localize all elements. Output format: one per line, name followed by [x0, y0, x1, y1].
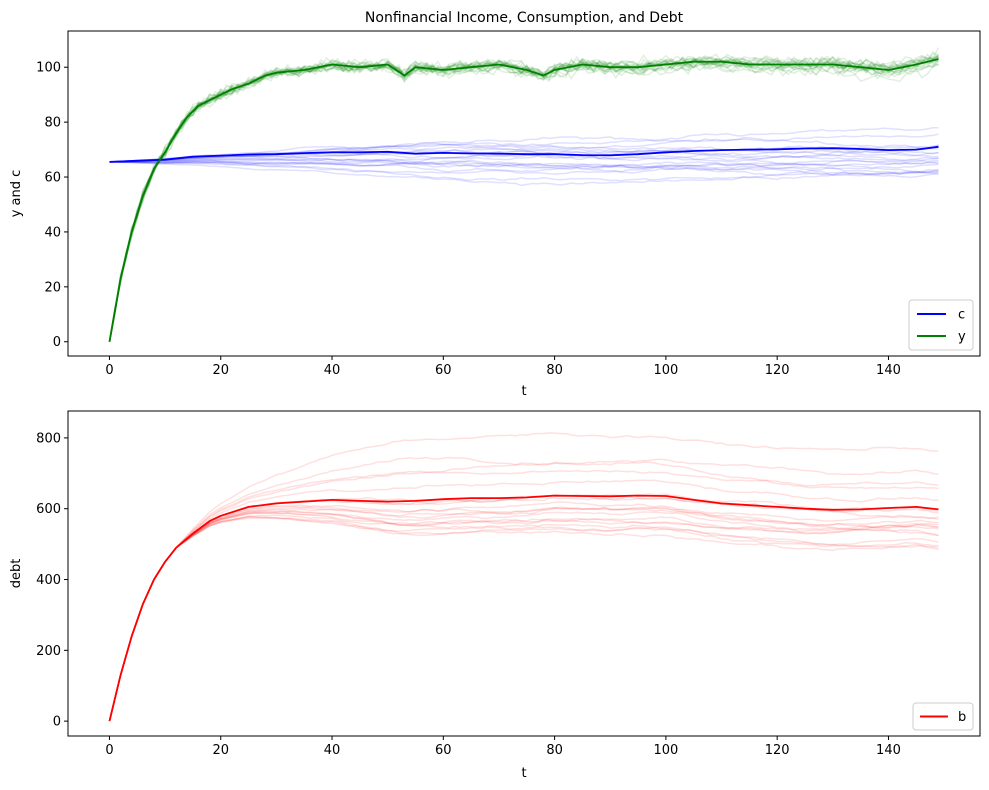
simulation-path-c — [109, 149, 939, 163]
simulation-path-c — [109, 133, 939, 163]
simulation-path-b — [108, 512, 939, 722]
simulation-path-b — [108, 510, 939, 722]
simulation-path-c — [109, 159, 939, 169]
y-tick-label: 200 — [36, 644, 61, 659]
simulation-path-b — [108, 514, 939, 722]
simulation-path-b — [108, 479, 939, 722]
simulation-path-c — [109, 161, 939, 182]
simulation-path-b — [108, 432, 939, 722]
simulation-path-c — [109, 157, 939, 169]
x-tick-label: 120 — [765, 363, 790, 378]
simulation-path-b — [108, 515, 939, 722]
x-tick-label: 40 — [324, 743, 341, 758]
x-tick-label: 60 — [435, 743, 452, 758]
legend-label-y: y — [958, 330, 966, 345]
y-tick-label: 0 — [53, 335, 61, 350]
simulation-path-y — [108, 54, 939, 342]
simulation-path-c — [109, 154, 939, 163]
x-tick-label: 80 — [546, 363, 563, 378]
simulation-path-y — [108, 58, 939, 342]
y-tick-label: 400 — [36, 573, 61, 588]
simulation-path-b — [108, 504, 939, 722]
simulation-path-b — [108, 506, 939, 722]
simulation-path-c — [109, 155, 939, 175]
simulation-path-y — [108, 55, 939, 342]
simulation-path-b — [108, 512, 939, 722]
simulation-path-y — [108, 52, 939, 342]
simulation-path-c — [109, 160, 939, 176]
top-chart: Nonfinancial Income, Consumption, and De… — [9, 10, 981, 399]
y-tick-label: 600 — [36, 502, 61, 517]
bottom-chart-x-axis-label: t — [521, 766, 526, 781]
y-tick-label: 100 — [36, 61, 61, 76]
x-tick-label: 40 — [324, 363, 341, 378]
series-line-y — [108, 58, 939, 342]
y-tick-label: 60 — [44, 171, 61, 186]
x-tick-label: 100 — [653, 363, 678, 378]
top-chart-legend: c y — [908, 299, 974, 351]
x-tick-label: 100 — [653, 743, 678, 758]
simulation-path-b — [108, 517, 939, 722]
top-chart-y-axis-label: y and c — [9, 170, 24, 218]
simulation-path-b — [108, 458, 939, 722]
x-tick-label: 60 — [435, 363, 452, 378]
top-chart-plot-area — [67, 30, 981, 357]
simulation-path-b — [108, 501, 939, 722]
simulation-path-y — [108, 55, 939, 342]
series-line-b — [108, 494, 939, 722]
legend-label-b: b — [958, 710, 966, 725]
y-tick-label: 800 — [36, 431, 61, 446]
y-tick-label: 80 — [44, 116, 61, 131]
bottom-chart-y-axis-label: debt — [9, 559, 24, 589]
simulation-path-c — [109, 145, 939, 163]
bottom-chart-legend: b — [912, 702, 974, 731]
x-tick-label: 140 — [876, 743, 901, 758]
y-tick-label: 40 — [44, 225, 61, 240]
x-tick-label: 20 — [212, 363, 229, 378]
simulation-path-c — [109, 161, 939, 187]
bottom-chart-plot-area — [67, 410, 981, 737]
simulation-path-b — [108, 456, 939, 722]
x-tick-label: 0 — [105, 743, 113, 758]
x-tick-label: 20 — [212, 743, 229, 758]
simulation-path-b — [108, 469, 939, 722]
simulation-path-y — [108, 59, 939, 342]
simulation-path-c — [109, 143, 939, 163]
x-tick-label: 0 — [105, 363, 113, 378]
simulation-path-b — [108, 515, 939, 722]
top-chart-title: Nonfinancial Income, Consumption, and De… — [365, 10, 684, 26]
simulation-path-c — [109, 152, 939, 163]
top-chart-x-axis-label: t — [521, 384, 526, 399]
simulation-path-c — [109, 161, 939, 176]
top-chart-legend-box — [908, 299, 974, 351]
y-tick-label: 20 — [44, 280, 61, 295]
series-line-c — [109, 145, 939, 163]
simulation-path-b — [108, 510, 939, 722]
x-tick-label: 140 — [876, 363, 901, 378]
x-tick-label: 120 — [765, 743, 790, 758]
x-tick-label: 80 — [546, 743, 563, 758]
simulation-path-c — [109, 161, 939, 170]
simulation-path-b — [108, 506, 939, 722]
simulation-path-c — [109, 153, 939, 166]
simulation-path-c — [109, 161, 939, 173]
legend-label-c: c — [958, 308, 965, 323]
y-tick-label: 0 — [53, 715, 61, 730]
